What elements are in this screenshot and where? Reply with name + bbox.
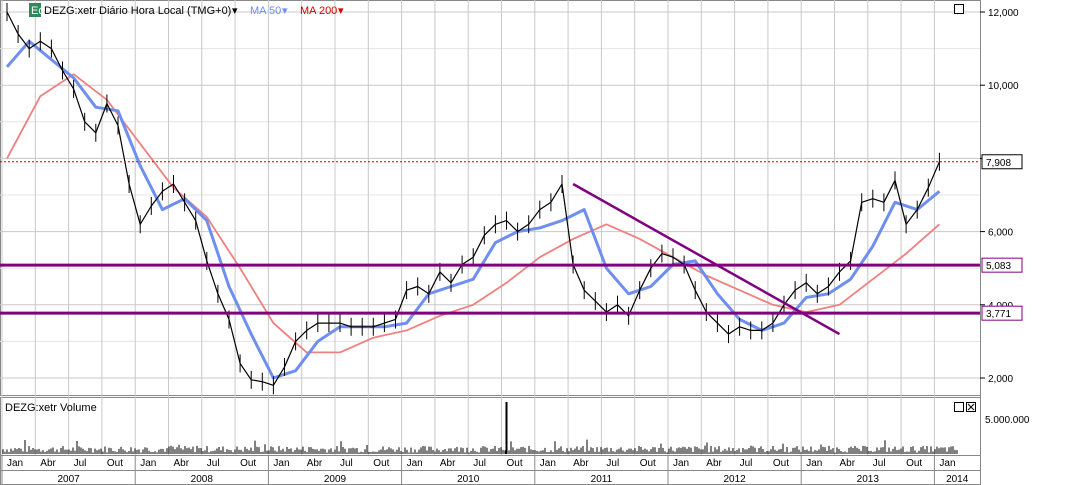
- x-month-label: Jan: [7, 458, 23, 469]
- level-label-box: [981, 257, 1023, 273]
- x-month-label: Abr: [706, 458, 722, 469]
- x-month-label: Abr: [307, 458, 323, 469]
- x-year-label: 2012: [723, 474, 746, 485]
- x-month-label: Out: [240, 458, 256, 469]
- x-month-label: Jul: [740, 458, 753, 469]
- x-month-label: Jan: [273, 458, 289, 469]
- price-series: [5, 3, 941, 395]
- x-month-label: Out: [507, 458, 523, 469]
- y-tick-label: 10,000: [988, 81, 1019, 92]
- price-panel: [0, 0, 981, 396]
- last-price-label: 7,908: [986, 158, 1011, 169]
- ma200-dropdown-icon[interactable]: ▾: [338, 5, 344, 17]
- x-month-label: Jan: [540, 458, 556, 469]
- grid-lines: [0, 0, 980, 455]
- x-month-label: Jul: [873, 458, 886, 469]
- x-year-label: 2009: [324, 474, 347, 485]
- level-label: 3,771: [986, 309, 1011, 320]
- ma50-dropdown-icon[interactable]: ▾: [282, 5, 288, 17]
- last-price-box: [981, 154, 1023, 170]
- volume-maximize-icon[interactable]: [954, 402, 964, 412]
- x-month-label: Jul: [207, 458, 220, 469]
- x-month-label: Jan: [140, 458, 156, 469]
- x-month-label: Jul: [473, 458, 486, 469]
- chart-header: Eq DEZG:xetr Diário Hora Local (TMG+0) ▾…: [29, 3, 344, 17]
- ma50-label[interactable]: MA 50: [250, 5, 281, 17]
- maximize-panel-icon[interactable]: [954, 4, 964, 14]
- x-month-label: Jul: [74, 458, 87, 469]
- x-axis-labels: Jan Abr Jul Out Jan Abr Jul Out Jan Abr Jul Out Jan A…: [1, 456, 969, 485]
- y-tick-label: 6,000: [988, 228, 1013, 239]
- x-month-label: Jan: [673, 458, 689, 469]
- x-month-label: Jan: [939, 458, 955, 469]
- symbol-dropdown-icon[interactable]: ▾: [232, 5, 238, 17]
- level-label: 5,083: [986, 261, 1011, 272]
- x-month-label: Abr: [440, 458, 456, 469]
- volume-bars: [2, 402, 958, 454]
- x-month-label: Jan: [407, 458, 423, 469]
- volume-y-tick: 5.000.000: [985, 415, 1030, 426]
- x-month-label: Jul: [606, 458, 619, 469]
- x-year-label: 2014: [946, 474, 969, 485]
- y-tick-label: 12,000: [988, 8, 1019, 19]
- trendline: [572, 182, 841, 336]
- x-month-label: Jan: [806, 458, 822, 469]
- volume-close-icon[interactable]: [966, 402, 976, 412]
- x-month-label: Out: [373, 458, 389, 469]
- level-label-box: [981, 305, 1023, 321]
- y-tick-label: 2,000: [988, 374, 1013, 385]
- ma50-line: [5, 39, 941, 380]
- level-lines: 5,083 3,771 7,908: [0, 154, 1023, 336]
- x-year-label: 2013: [857, 474, 880, 485]
- equity-badge-label: Eq: [31, 5, 44, 17]
- x-month-label: Abr: [573, 458, 589, 469]
- x-month-label: Out: [906, 458, 922, 469]
- x-month-label: Out: [107, 458, 123, 469]
- x-year-label: 2008: [191, 474, 214, 485]
- x-month-label: Abr: [840, 458, 856, 469]
- x-year-label: 2007: [57, 474, 80, 485]
- x-month-label: Abr: [40, 458, 56, 469]
- x-year-label: 2011: [591, 474, 613, 485]
- equity-badge: [29, 3, 41, 17]
- volume-label: DEZG:xetr Volume: [5, 402, 97, 414]
- symbol-label[interactable]: DEZG:xetr Diário Hora Local (TMG+0): [44, 5, 231, 17]
- volume-panel: [0, 397, 981, 456]
- x-month-label: Out: [773, 458, 789, 469]
- x-year-label: 2010: [457, 474, 480, 485]
- x-month-label: Out: [640, 458, 656, 469]
- ma200-label[interactable]: MA 200: [300, 5, 337, 17]
- x-month-label: Jul: [340, 458, 353, 469]
- x-month-label: Abr: [174, 458, 190, 469]
